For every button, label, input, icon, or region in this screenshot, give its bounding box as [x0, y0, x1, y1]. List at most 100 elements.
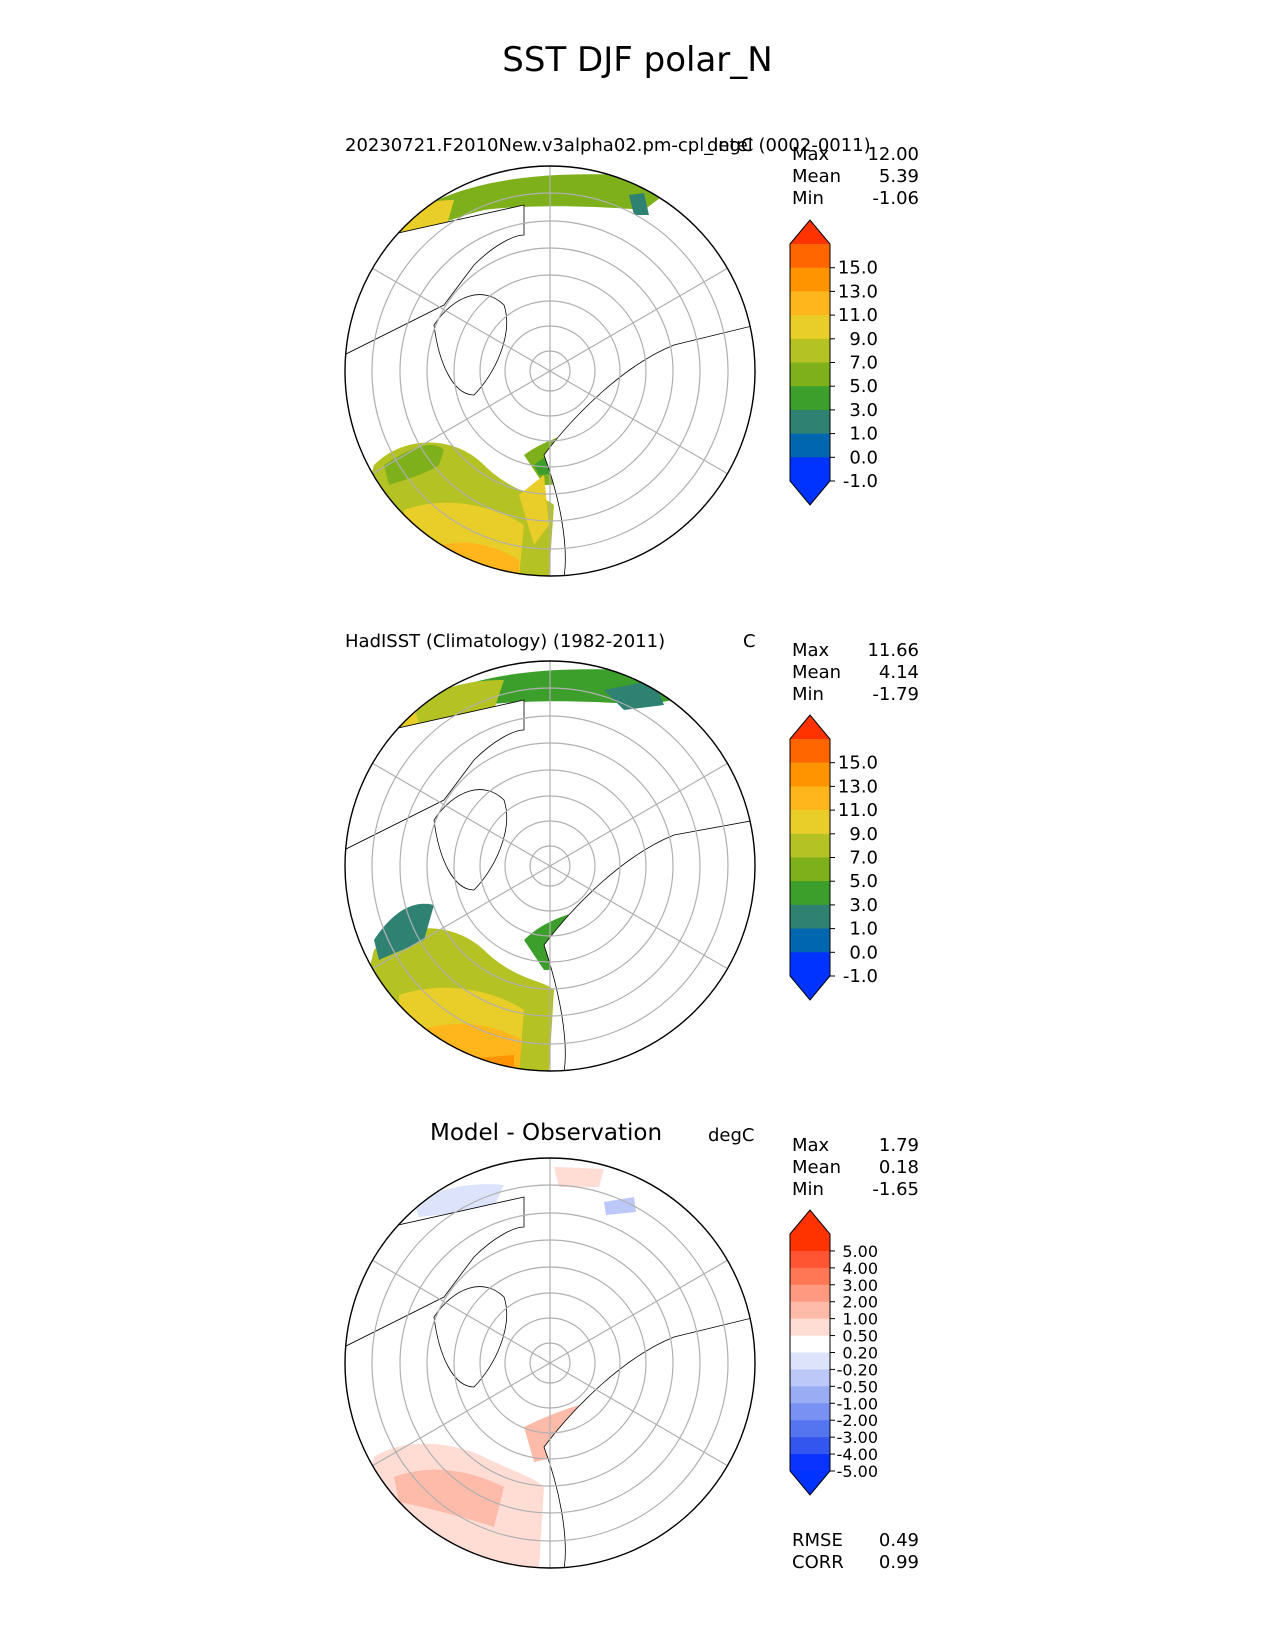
colorbar-tick-label: 1.0 [849, 919, 878, 940]
colorbar-segment [790, 904, 830, 930]
colorbar-segment [790, 244, 830, 269]
sst-pacific-mid [414, 680, 504, 725]
colorbar-tick-label: 7.0 [849, 353, 878, 374]
colorbar-segment [790, 1284, 830, 1303]
colorbar-segment [790, 291, 830, 316]
colorbar-tick-label: -0.20 [837, 1360, 878, 1379]
metric-value: 0.99 [878, 1552, 919, 1573]
stat-key: Min [792, 188, 824, 209]
colorbar-segment [790, 762, 830, 787]
colorbar-segment [790, 386, 830, 411]
colorbar-segment [790, 1318, 830, 1337]
colorbar-segment [790, 833, 830, 858]
colorbar-tick-label: 5.0 [849, 871, 878, 892]
colorbar-segment [790, 857, 830, 882]
sst-north-sea [519, 475, 549, 545]
colorbar-tick-label: -5.00 [837, 1462, 878, 1481]
colorbar-tick-label: 9.0 [849, 824, 878, 845]
colorbar-extend-bottom [790, 1471, 830, 1495]
map-boundary [344, 165, 756, 577]
colorbar-tick-label: 1.00 [842, 1310, 878, 1329]
stat-key: Max [792, 144, 830, 165]
colorbar-segment [790, 1403, 830, 1421]
colorbar-segment [790, 1369, 830, 1387]
colorbar-segment [790, 433, 830, 458]
land-eurasia [543, 324, 755, 576]
colorbar-tick-label: 0.50 [842, 1327, 878, 1346]
colorbar-tick-label: -0.50 [837, 1377, 878, 1396]
stat-key: Mean [792, 662, 842, 683]
graticule [371, 661, 729, 1071]
sst-bering-dark [629, 193, 649, 215]
colorbar-tick-label: -3.00 [837, 1428, 878, 1447]
colorbar-tick-label: 0.20 [842, 1344, 878, 1363]
stat-value: 5.39 [878, 166, 919, 187]
colorbar-tick-label: 5.00 [842, 1242, 878, 1261]
colorbar-model: 15.013.0 11.0 9.0 7.05.0 3.0 1.00.0 -1.0 [789, 219, 878, 506]
colorbar-tick-label: 3.00 [842, 1276, 878, 1295]
colorbar-segment [790, 786, 830, 811]
colorbar-tick-label: 11.0 [838, 305, 878, 326]
colorbar-diff: 5.004.003.002.001.000.500.20-0.20-0.50-1… [789, 1209, 878, 1496]
colorbar-segment [790, 1420, 830, 1438]
colorbar-segment [790, 338, 830, 363]
panel-1-stats: Max 12.00 Mean 5.39 Min -1.06 [792, 144, 919, 210]
colorbar-segment [790, 1454, 830, 1472]
colorbar-tick-label: 3.0 [849, 400, 878, 421]
panel-1-units: degC [707, 135, 754, 156]
colorbar-segment [790, 1352, 830, 1370]
colorbar-extend-bottom [790, 481, 830, 505]
land-eurasia [543, 819, 755, 1071]
colorbar-segment [790, 457, 830, 482]
diff-okhotsk-neg [604, 1197, 636, 1215]
colorbar-tick-label: 11.0 [838, 800, 878, 821]
sst-pacific [374, 669, 674, 745]
colorbar-segment [790, 1250, 830, 1269]
stat-key: Max [792, 640, 830, 661]
colorbar-tick-label: -4.00 [837, 1445, 878, 1464]
colorbar-segment [790, 952, 830, 977]
colorbar-segment [790, 267, 830, 292]
colorbar-tick-label: -1.00 [837, 1394, 878, 1413]
sst-atlantic-red [454, 1055, 514, 1071]
stat-key: Min [792, 1179, 824, 1200]
colorbar-tick-label: 4.00 [842, 1259, 878, 1278]
map-diff [344, 1157, 756, 1569]
colorbar-extend-top [790, 1210, 830, 1234]
panel-2-stats: Max 11.66 Mean 4.14 Min -1.79 [792, 640, 919, 706]
stat-value: 12.00 [867, 144, 919, 165]
stat-value: -1.65 [872, 1179, 919, 1200]
colorbar-extend-bottom [790, 976, 830, 1000]
metric-key: CORR [792, 1552, 844, 1573]
colorbar-segment [790, 810, 830, 835]
graticule [371, 166, 729, 576]
colorbar-segment [790, 739, 830, 764]
colorbar-tick-label: -1.0 [843, 471, 878, 492]
stat-key: Min [792, 684, 824, 705]
diff-bering-pos [554, 1167, 604, 1187]
colorbar-tick-label: 9.0 [849, 329, 878, 350]
colorbar-tick-label: 0.0 [849, 447, 878, 468]
stat-key: Max [792, 1135, 830, 1156]
land-eurasia [543, 1316, 755, 1568]
land-greenland [433, 1286, 508, 1388]
map-boundary [344, 660, 756, 1072]
colorbar-segment [790, 928, 830, 953]
colorbar-extend-top [790, 220, 830, 244]
colorbar-segment [790, 362, 830, 387]
figure-title: SST DJF polar_N [502, 40, 773, 80]
colorbar-tick-label: -1.0 [843, 966, 878, 987]
panel-2-units: C [743, 631, 756, 652]
sst-pacific [374, 174, 664, 250]
colorbar-obs: 15.013.0 11.0 9.0 7.05.0 3.0 1.00.0 -1.0 [789, 714, 878, 1001]
colorbar-tick-label: 13.0 [838, 281, 878, 302]
colorbar-tick-label: 0.0 [849, 942, 878, 963]
panel-3-metrics: RMSE 0.49 CORR 0.99 [792, 1530, 919, 1574]
stat-value: 11.66 [867, 640, 919, 661]
colorbar-tick-label: 7.0 [849, 848, 878, 869]
land-greenland [433, 789, 508, 891]
colorbar-segment [790, 1386, 830, 1404]
colorbar-tick-label: 15.0 [838, 753, 878, 774]
colorbar-tick-label: 3.0 [849, 895, 878, 916]
sst-labrador [374, 903, 434, 960]
